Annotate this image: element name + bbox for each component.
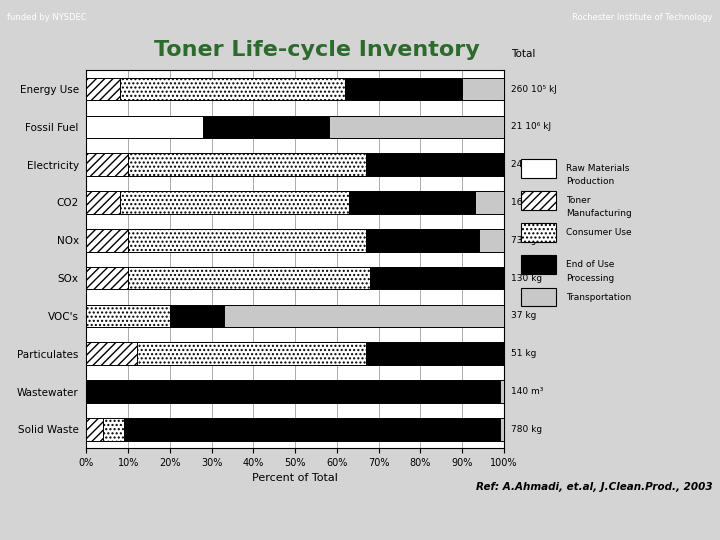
Text: End of Use: End of Use [566, 260, 614, 269]
Text: 140 m³: 140 m³ [511, 387, 544, 396]
Text: 130 kg: 130 kg [511, 274, 542, 282]
FancyBboxPatch shape [521, 287, 556, 307]
Bar [366, 153, 504, 176]
Bar [86, 418, 103, 441]
Text: Toner Life-cycle Inventory: Toner Life-cycle Inventory [154, 40, 480, 60]
Bar [474, 191, 504, 214]
Bar [224, 305, 504, 327]
Bar [500, 380, 504, 403]
Text: funded by NYSDEC: funded by NYSDEC [7, 13, 87, 22]
Text: 51 kg: 51 kg [511, 349, 536, 358]
Bar [479, 229, 504, 252]
Text: Total: Total [511, 49, 535, 59]
Bar [103, 418, 124, 441]
Text: Transportation: Transportation [566, 293, 631, 301]
Text: Manufacturing: Manufacturing [566, 210, 631, 218]
X-axis label: Percent of Total: Percent of Total [252, 474, 338, 483]
Bar [203, 116, 328, 138]
Bar [86, 229, 128, 252]
Bar [128, 229, 366, 252]
Text: Consumer Use: Consumer Use [566, 228, 631, 237]
Bar [137, 342, 366, 365]
Text: 21 10⁶ kJ: 21 10⁶ kJ [511, 123, 551, 131]
Text: 16 10² kg: 16 10² kg [511, 198, 554, 207]
Text: Production: Production [566, 177, 614, 186]
Text: Raw Materials: Raw Materials [566, 164, 629, 173]
Bar [86, 305, 170, 327]
FancyBboxPatch shape [521, 191, 556, 210]
Text: Toner: Toner [566, 196, 590, 205]
Text: 37 kg: 37 kg [511, 312, 536, 320]
Bar [120, 191, 349, 214]
Text: 73 kg: 73 kg [511, 236, 536, 245]
Bar [86, 153, 128, 176]
Bar [86, 116, 203, 138]
Text: 260 10⁵ kJ: 260 10⁵ kJ [511, 85, 557, 93]
Bar [86, 267, 128, 289]
Bar [128, 267, 370, 289]
FancyBboxPatch shape [521, 159, 556, 178]
Bar [124, 418, 500, 441]
Bar [86, 380, 500, 403]
Text: Ref: A.Ahmadi, et.al, J.Clean.Prod., 2003: Ref: A.Ahmadi, et.al, J.Clean.Prod., 200… [476, 482, 713, 492]
FancyBboxPatch shape [521, 255, 556, 274]
Text: Rochester Institute of Technology: Rochester Institute of Technology [572, 13, 713, 22]
Bar [349, 191, 474, 214]
Bar [120, 78, 346, 100]
Bar [86, 342, 137, 365]
Bar [170, 305, 224, 327]
Bar [366, 342, 504, 365]
Bar [86, 78, 120, 100]
Bar [328, 116, 504, 138]
Bar [366, 229, 479, 252]
Bar [370, 267, 504, 289]
Bar [86, 191, 120, 214]
Text: Processing: Processing [566, 274, 614, 282]
Bar [500, 418, 504, 441]
Text: 780 kg: 780 kg [511, 425, 542, 434]
FancyBboxPatch shape [521, 223, 556, 242]
Bar [462, 78, 504, 100]
Text: 240 10⁵ kJ: 240 10⁵ kJ [511, 160, 557, 169]
Bar [128, 153, 366, 176]
Bar [346, 78, 462, 100]
